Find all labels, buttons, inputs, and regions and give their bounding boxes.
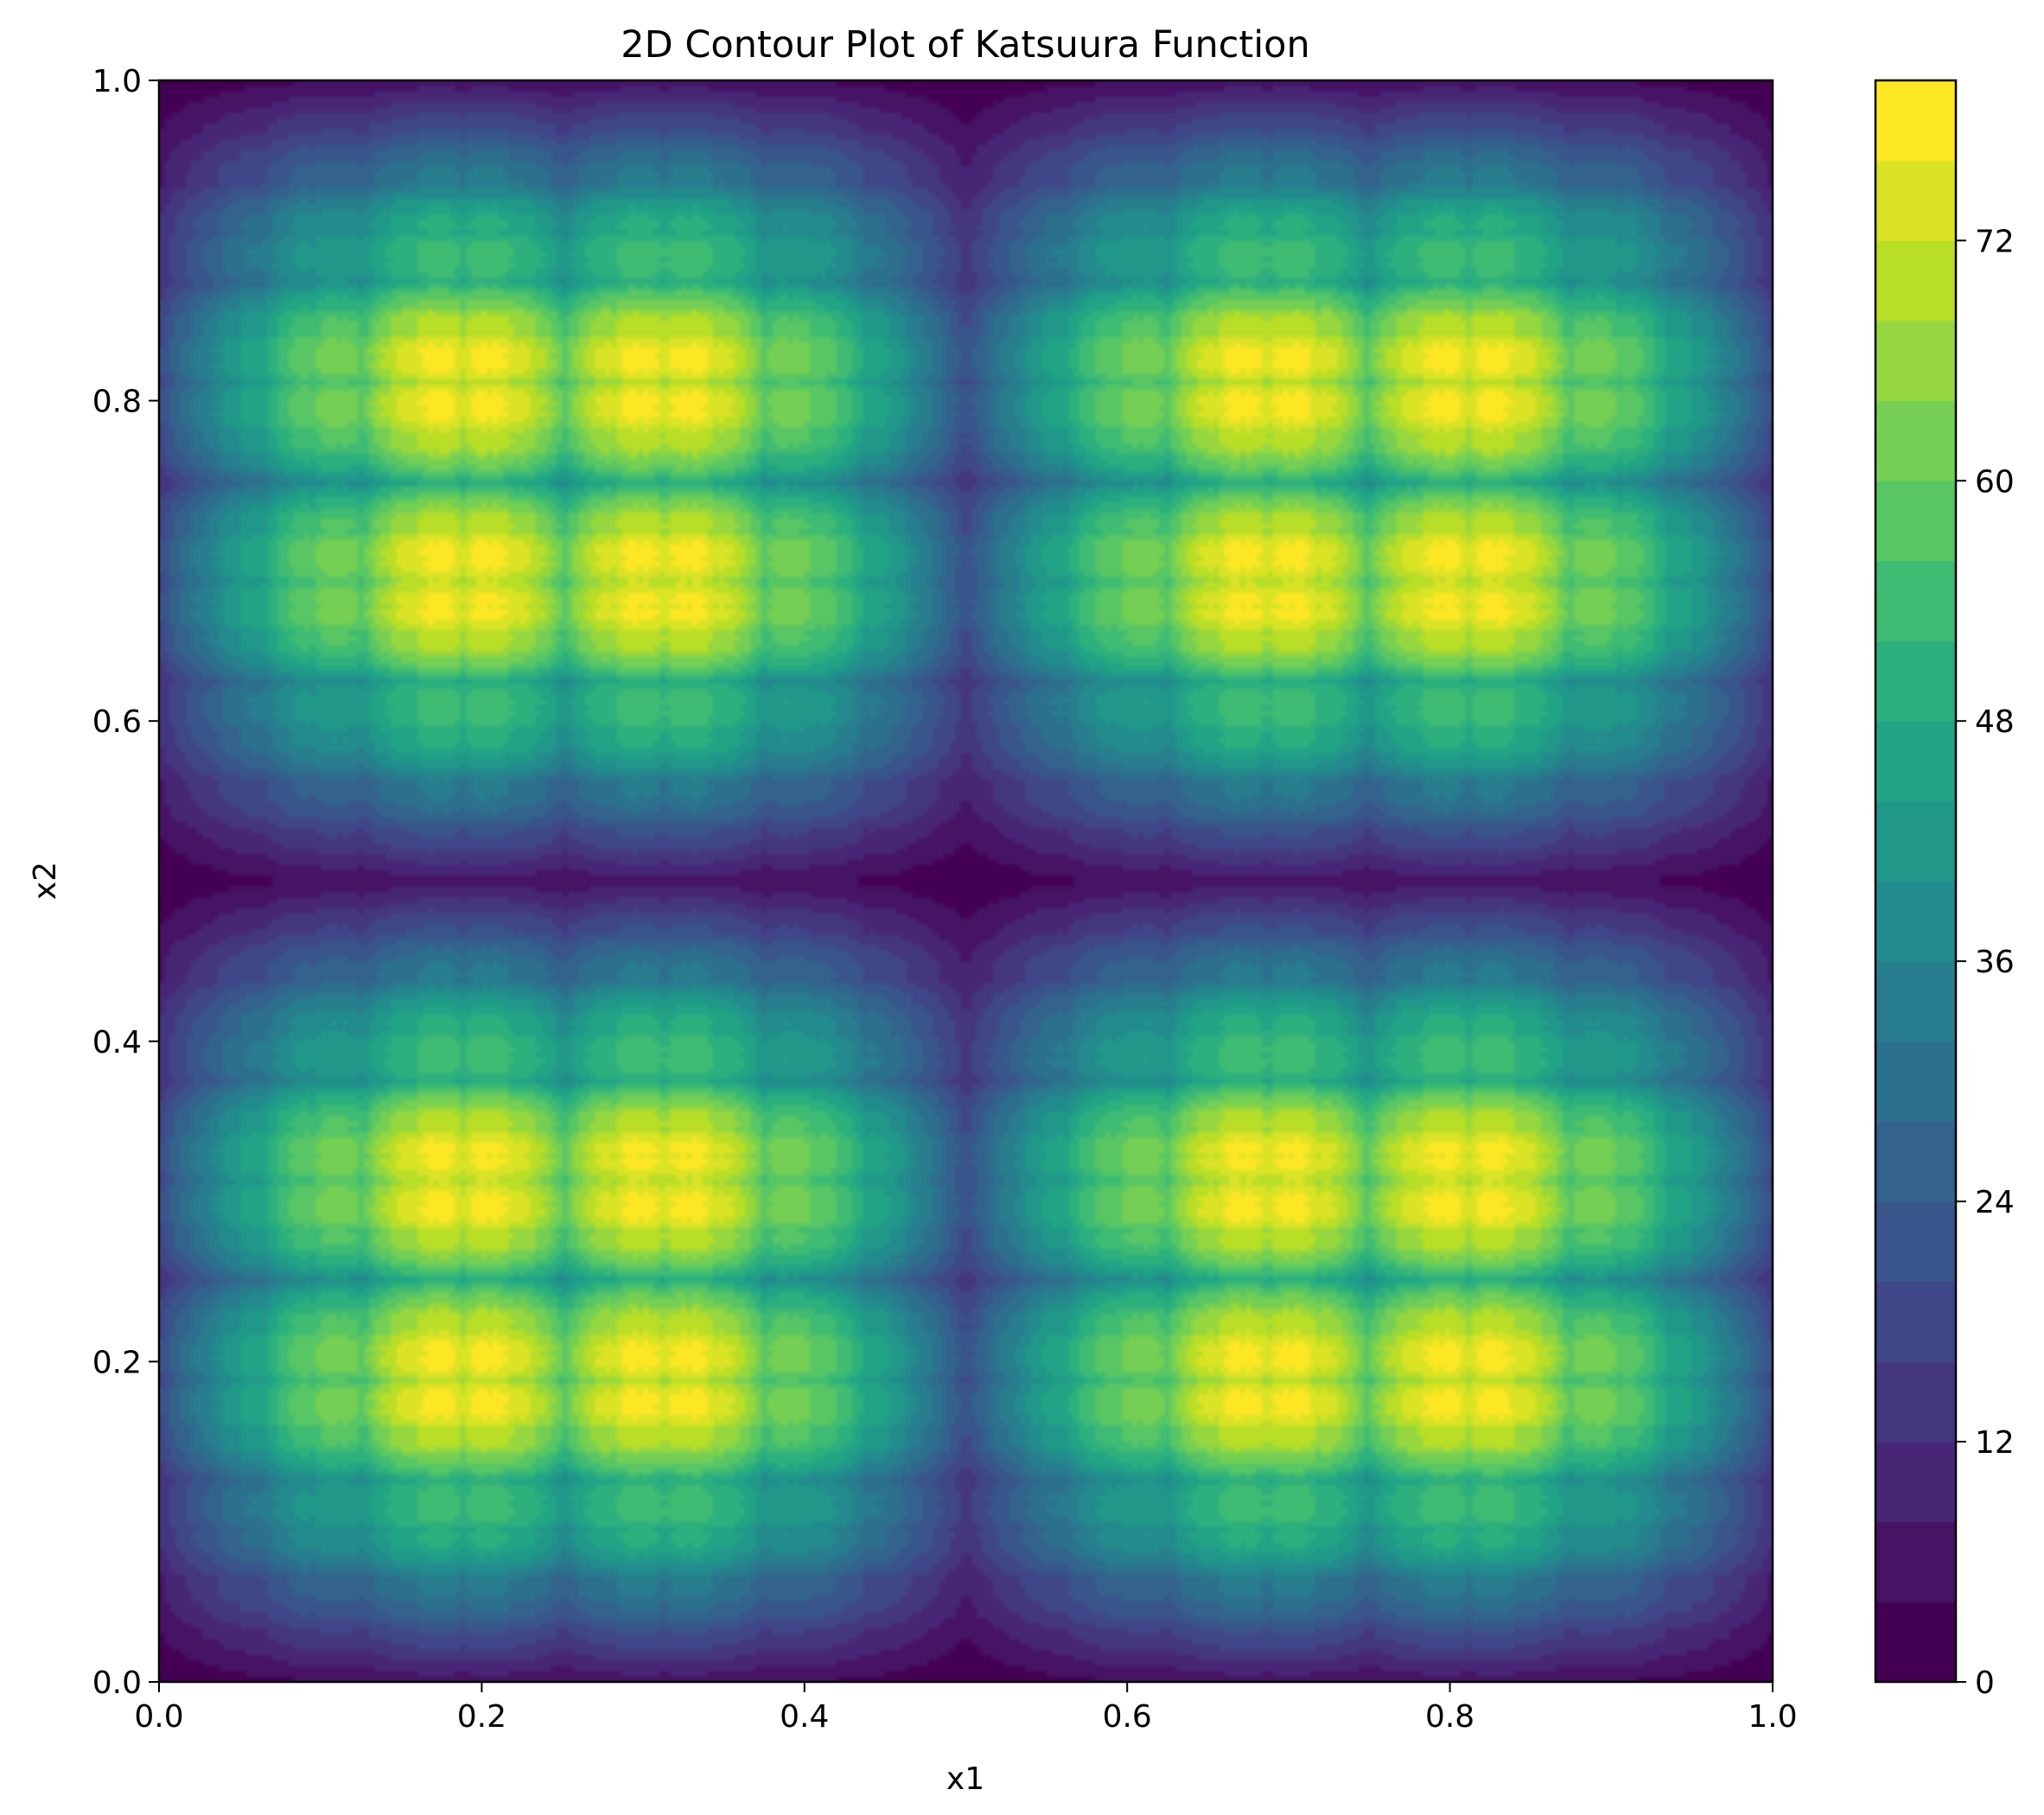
x-tick-label: 0.2 [457, 1699, 506, 1735]
y-axis: 0.0 0.2 0.4 0.6 0.8 1.0 [92, 64, 159, 1701]
colorbar-band [1875, 1361, 1956, 1442]
plot-frame [157, 79, 1774, 1684]
colorbar-band [1875, 240, 1956, 322]
colorbar: 0 12 24 36 48 60 72 [1874, 79, 2015, 1701]
colorbar-band [1875, 961, 1956, 1042]
colorbar-band [1875, 1521, 1956, 1602]
y-axis-label: x2 [28, 862, 63, 900]
colorbar-band [1875, 800, 1956, 882]
colorbar-tick-label: 0 [1975, 1665, 1995, 1701]
colorbar-band [1875, 160, 1956, 241]
colorbar-band [1875, 1201, 1956, 1283]
colorbar-tick-label: 48 [1975, 704, 2015, 740]
contour-heatmap [159, 80, 1773, 1682]
colorbar-band [1875, 320, 1956, 402]
x-tick-label: 0.0 [134, 1699, 183, 1735]
colorbar-band [1875, 1442, 1956, 1523]
x-axis: 0.0 0.2 0.4 0.6 0.8 1.0 [134, 1682, 1798, 1735]
plot-area [157, 79, 1774, 1684]
colorbar-tick-label: 60 [1975, 464, 2015, 500]
chart-title: 2D Contour Plot of Katsuura Function [621, 23, 1309, 67]
colorbar-band [1875, 481, 1956, 562]
x-tick-label: 1.0 [1748, 1699, 1797, 1735]
colorbar-band [1875, 1281, 1956, 1362]
colorbar-band [1875, 400, 1956, 481]
colorbar-band [1875, 1602, 1956, 1683]
colorbar-tick-label: 12 [1975, 1425, 2015, 1461]
colorbar-band [1875, 1041, 1956, 1123]
colorbar-tick-label: 24 [1975, 1185, 2015, 1220]
x-axis-label: x1 [946, 1761, 984, 1797]
colorbar-band [1875, 640, 1956, 722]
y-tick-label: 0.6 [92, 704, 142, 740]
y-tick-label: 0.8 [92, 385, 142, 420]
colorbar-band [1875, 1121, 1956, 1202]
colorbar-band [1875, 721, 1956, 802]
colorbar-bands [1875, 80, 1956, 1683]
y-tick-label: 1.0 [92, 64, 142, 99]
colorbar-ticks: 0 12 24 36 48 60 72 [1956, 224, 2015, 1701]
colorbar-band [1875, 80, 1956, 162]
y-tick-label: 0.2 [92, 1345, 142, 1380]
colorbar-tick-label: 72 [1975, 224, 2015, 259]
colorbar-tick-label: 36 [1975, 945, 2015, 980]
x-tick-label: 0.6 [1103, 1699, 1152, 1735]
colorbar-band [1875, 560, 1956, 642]
y-tick-label: 0.4 [92, 1025, 142, 1060]
x-tick-label: 0.4 [780, 1699, 829, 1735]
x-tick-label: 0.8 [1425, 1699, 1474, 1735]
colorbar-frame [1874, 79, 1958, 1684]
y-tick-label: 0.0 [92, 1665, 142, 1701]
colorbar-band [1875, 881, 1956, 962]
